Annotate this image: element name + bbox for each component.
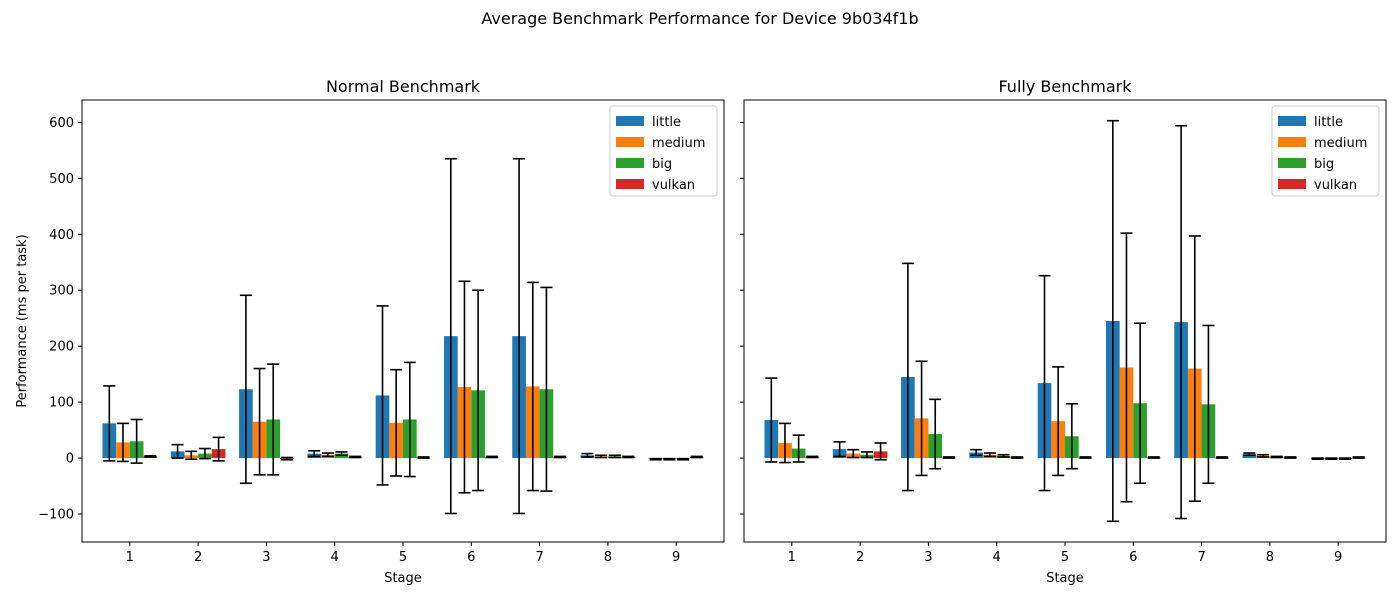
- x-tick-label: 9: [1334, 550, 1342, 565]
- y-tick-label: 300: [49, 284, 74, 299]
- x-tick-label: 3: [924, 550, 932, 565]
- legend-box: [609, 105, 718, 197]
- legend: little medium big vulkan: [1271, 105, 1380, 197]
- x-tick-label: 4: [331, 550, 339, 565]
- legend-swatch-medium: [1278, 137, 1306, 147]
- y-tick-label: 400: [49, 228, 74, 243]
- figure-title: Average Benchmark Performance for Device…: [481, 9, 919, 28]
- legend-box: [1271, 105, 1380, 197]
- legend-swatch-medium: [616, 137, 644, 147]
- x-tick-label: 5: [399, 550, 407, 565]
- x-axis-label: Stage: [1046, 571, 1084, 586]
- legend-swatch-vulkan: [616, 179, 644, 189]
- x-tick-label: 1: [126, 550, 134, 565]
- x-tick-label: 3: [262, 550, 270, 565]
- chart-panel-1: Normal Benchmark 1 2 3 4 5 6 7 8 9 Stage −100 0 100 20…: [15, 77, 725, 586]
- x-tick-label: 4: [993, 550, 1001, 565]
- y-tick-label: 0: [66, 452, 74, 467]
- x-tick-label: 1: [788, 550, 796, 565]
- y-tick-label: −100: [38, 508, 74, 523]
- chart-title: Fully Benchmark: [998, 77, 1132, 96]
- x-tick-label: 2: [856, 550, 864, 565]
- legend-label-little: little: [1314, 115, 1343, 130]
- y-tick-label: 500: [49, 172, 74, 187]
- legend-swatch-vulkan: [1278, 179, 1306, 189]
- y-axis-label: Performance (ms per task): [15, 234, 30, 407]
- legend-label-vulkan: vulkan: [1314, 178, 1357, 193]
- legend-label-medium: medium: [1314, 136, 1367, 151]
- x-tick-label: 8: [1266, 550, 1274, 565]
- legend-label-vulkan: vulkan: [652, 178, 695, 193]
- legend-label-big: big: [1314, 157, 1334, 172]
- x-tick-label: 2: [194, 550, 202, 565]
- legend-label-medium: medium: [652, 136, 705, 151]
- chart-panel-2: Fully Benchmark 1 2 3 4 5 6 7 8 9 Stage little mediu…: [740, 77, 1387, 586]
- legend-swatch-little: [1278, 116, 1306, 126]
- legend: little medium big vulkan: [609, 105, 718, 197]
- x-tick-label: 7: [535, 550, 543, 565]
- legend-swatch-little: [616, 116, 644, 126]
- x-tick-label: 9: [672, 550, 680, 565]
- legend-label-little: little: [652, 115, 681, 130]
- x-tick-label: 5: [1061, 550, 1069, 565]
- y-tick-label: 600: [49, 116, 74, 131]
- x-tick-label: 8: [604, 550, 612, 565]
- y-tick-label: 200: [49, 340, 74, 355]
- chart-title: Normal Benchmark: [326, 77, 481, 96]
- x-tick-label: 6: [467, 550, 475, 565]
- bar-little-stage-8: [1242, 454, 1257, 459]
- x-axis-label: Stage: [384, 571, 422, 586]
- x-tick-label: 7: [1197, 550, 1205, 565]
- y-tick-label: 100: [49, 396, 74, 411]
- legend-swatch-big: [1278, 158, 1306, 168]
- x-tick-label: 6: [1129, 550, 1137, 565]
- legend-swatch-big: [616, 158, 644, 168]
- legend-label-big: big: [652, 157, 672, 172]
